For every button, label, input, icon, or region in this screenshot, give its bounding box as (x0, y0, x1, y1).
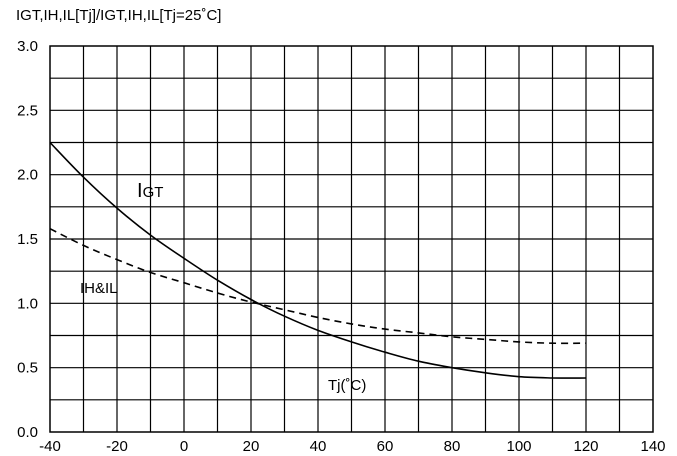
igt-label-sub: GT (143, 184, 164, 201)
y-tick-label: 0.5 (17, 360, 38, 377)
x-tick-label: 140 (640, 438, 665, 455)
series-line-ih-il (49, 227, 587, 345)
x-tick-label: 80 (444, 438, 461, 455)
x-tick-label: -20 (106, 438, 128, 455)
y-tick-label: 0.0 (17, 424, 38, 441)
ihil-label: IH&IL (80, 280, 118, 297)
x-tick-label: 100 (506, 438, 531, 455)
y-tick-label: 2.5 (17, 102, 38, 119)
series-line-igt (49, 141, 587, 379)
series-layer (49, 141, 587, 379)
x-axis-label: Tj(˚C) (328, 377, 366, 394)
chart-title: IGT,IH,IL[Tj]/IGT,IH,IL[Tj=25˚C] (16, 7, 221, 24)
x-tick-labels: -40 -20 0 20 40 60 80 100 120 140 (39, 438, 665, 455)
x-tick-label: 20 (243, 438, 260, 455)
igt-label-main: I (137, 180, 143, 202)
x-tick-label: 120 (573, 438, 598, 455)
igt-label: IGT (137, 180, 163, 202)
grid (50, 46, 653, 432)
x-tick-label: 0 (180, 438, 188, 455)
x-tick-label: 60 (377, 438, 394, 455)
y-tick-label: 1.0 (17, 295, 38, 312)
x-tick-label: -40 (39, 438, 61, 455)
y-tick-label: 1.5 (17, 231, 38, 248)
y-tick-label: 2.0 (17, 167, 38, 184)
y-tick-labels: 0.0 0.5 1.0 1.5 2.0 2.5 3.0 (17, 38, 38, 441)
y-tick-label: 3.0 (17, 38, 38, 55)
plot-frame (49, 45, 654, 433)
x-tick-label: 40 (310, 438, 327, 455)
